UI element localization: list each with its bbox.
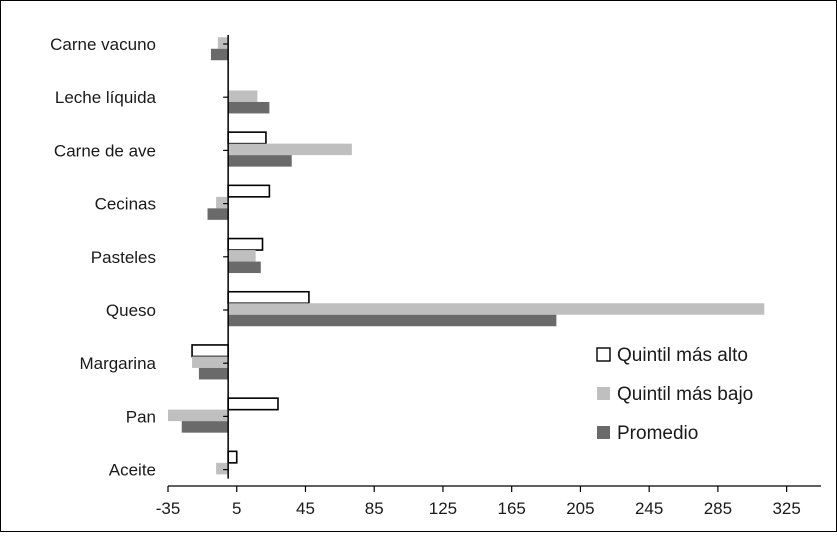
x-tick-label: 205	[566, 499, 594, 518]
x-tick-label: 5	[232, 499, 241, 518]
x-tick-label: 45	[296, 499, 315, 518]
bar-quintil-mas-alto-pan	[227, 397, 279, 411]
bar-quintil-mas-bajo-carne-de-ave	[228, 143, 352, 156]
bar-promedio-carne-vacuno	[210, 48, 229, 61]
legend-label-quintil-mas-bajo: Quintil más bajo	[617, 384, 753, 405]
legend-swatch-quintil-mas-bajo	[597, 387, 610, 400]
category-label: Leche líquida	[55, 88, 157, 107]
category-label: Margarina	[79, 354, 156, 373]
bar-quintil-mas-bajo-pan	[168, 409, 229, 422]
category-label: Aceite	[109, 461, 156, 480]
bar-promedio-cecinas	[207, 208, 229, 220]
bar-quintil-mas-alto-queso	[227, 290, 310, 305]
category-label: Pan	[126, 407, 156, 426]
bar-quintil-mas-alto-carne-de-ave	[227, 131, 267, 145]
x-tick-label: 285	[704, 499, 732, 518]
x-tick-label: 85	[365, 499, 384, 518]
x-tick-label: -35	[156, 499, 181, 518]
bar-quintil-mas-alto-pasteles	[227, 237, 264, 251]
bar-promedio-pan	[181, 421, 229, 433]
bar-promedio-leche-liquida	[228, 101, 270, 114]
bar-quintil-mas-alto-cecinas	[227, 184, 271, 198]
bar-quintil-mas-bajo-leche-liquida	[228, 90, 258, 102]
category-label: Pasteles	[91, 248, 156, 267]
x-tick-label: 165	[497, 499, 525, 518]
legend-label-promedio: Promedio	[617, 423, 698, 444]
x-tick-label: 125	[429, 499, 457, 518]
legend-swatch-promedio	[597, 426, 610, 439]
bar-quintil-mas-alto-margarina	[191, 344, 229, 358]
bar-quintil-mas-bajo-cecinas	[216, 196, 229, 209]
bar-promedio-pasteles	[228, 261, 261, 274]
legend-swatch-quintil-mas-alto	[596, 347, 611, 362]
category-label: Cecinas	[95, 195, 156, 214]
bar-promedio-queso	[228, 314, 557, 327]
bar-quintil-mas-alto-aceite	[227, 450, 238, 464]
bar-quintil-mas-bajo-pasteles	[228, 250, 256, 262]
bar-promedio-margarina	[198, 367, 229, 380]
x-tick-label: 325	[772, 499, 800, 518]
legend-label-quintil-mas-alto: Quintil más alto	[617, 345, 748, 366]
bar-quintil-mas-bajo-carne-vacuno	[217, 37, 229, 49]
category-label: Carne vacuno	[50, 35, 156, 54]
bar-quintil-mas-bajo-margarina	[192, 356, 229, 368]
bar-quintil-mas-bajo-queso	[228, 303, 765, 315]
bar-quintil-mas-bajo-aceite	[216, 462, 229, 475]
x-tick-label: 245	[635, 499, 663, 518]
bar-promedio-carne-de-ave	[228, 155, 292, 167]
category-label: Carne de ave	[54, 141, 156, 160]
category-label: Queso	[106, 301, 156, 320]
